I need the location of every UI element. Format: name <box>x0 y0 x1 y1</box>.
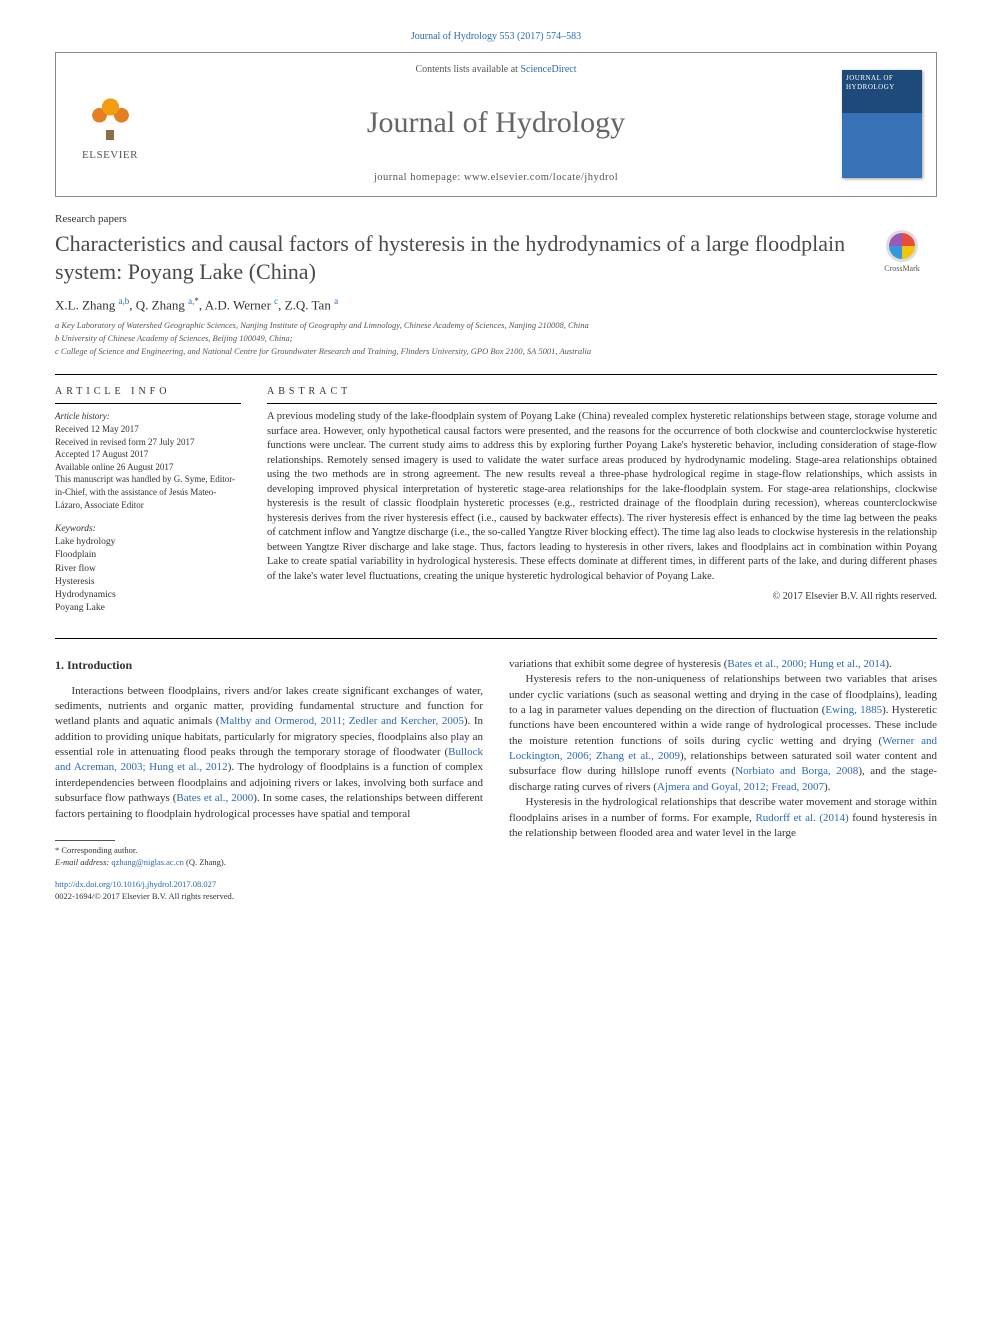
corresponding-author-footnote: * Corresponding author. E-mail address: … <box>55 845 483 869</box>
abstract-rule <box>267 403 937 404</box>
article-history: Article history: Received 12 May 2017 Re… <box>55 410 241 511</box>
abstract-heading: abstract <box>267 385 937 399</box>
crossmark-label: CrossMark <box>884 264 920 275</box>
journal-homepage-line: journal homepage: www.elsevier.com/locat… <box>174 171 818 185</box>
horizontal-rule-body <box>55 638 937 639</box>
elsevier-tree-icon <box>83 85 138 140</box>
running-head-citation: Journal of Hydrology 553 (2017) 574–583 <box>55 30 937 44</box>
corresponding-email-link[interactable]: qzhang@niglas.ac.cn <box>111 857 184 867</box>
affiliation-c: c College of Science and Engineering, an… <box>55 346 937 358</box>
journal-name: Journal of Hydrology <box>174 103 818 144</box>
intro-paragraph-1: Interactions between floodplains, rivers… <box>55 684 483 823</box>
publisher-logo-cell: ELSEVIER <box>56 53 164 196</box>
cover-thumbnail-cell: JOURNAL OF HYDROLOGY <box>828 53 936 196</box>
abstract-copyright: © 2017 Elsevier B.V. All rights reserved… <box>267 590 937 604</box>
info-rule <box>55 403 241 404</box>
intro-paragraph-2c: Hysteresis in the hydrological relations… <box>509 795 937 841</box>
publisher-name: ELSEVIER <box>82 148 138 163</box>
abstract-text: A previous modeling study of the lake-fl… <box>267 410 937 584</box>
journal-homepage-link[interactable]: www.elsevier.com/locate/jhydrol <box>464 172 618 183</box>
sciencedirect-link[interactable]: ScienceDirect <box>520 64 576 75</box>
crossmark-badge[interactable]: CrossMark <box>867 230 937 275</box>
affiliation-b: b University of Chinese Academy of Scien… <box>55 333 937 345</box>
intro-paragraph-2a: variations that exhibit some degree of h… <box>509 657 937 672</box>
article-info-heading: article info <box>55 385 241 399</box>
issn-copyright: 0022-1694/© 2017 Elsevier B.V. All right… <box>55 891 234 901</box>
keywords-list: Lake hydrology Floodplain River flow Hys… <box>55 536 241 616</box>
intro-paragraph-2b: Hysteresis refers to the non-uniqueness … <box>509 672 937 795</box>
body-columns: 1. Introduction Interactions between flo… <box>55 657 937 903</box>
article-info-column: article info Article history: Received 1… <box>55 385 241 616</box>
contents-available-line: Contents lists available at ScienceDirec… <box>174 63 818 77</box>
affiliation-a: a Key Laboratory of Watershed Geographic… <box>55 320 937 332</box>
article-title: Characteristics and causal factors of hy… <box>55 230 855 285</box>
affiliations: a Key Laboratory of Watershed Geographic… <box>55 320 937 358</box>
authors-list: X.L. Zhang a,b, Q. Zhang a,*, A.D. Werne… <box>55 295 937 314</box>
section-heading-introduction: 1. Introduction <box>55 657 483 674</box>
article-type: Research papers <box>55 212 937 227</box>
abstract-column: abstract A previous modeling study of th… <box>267 385 937 616</box>
horizontal-rule <box>55 374 937 375</box>
journal-cover-thumbnail: JOURNAL OF HYDROLOGY <box>842 70 922 178</box>
header-center: Contents lists available at ScienceDirec… <box>164 53 828 196</box>
doi-block: http://dx.doi.org/10.1016/j.jhydrol.2017… <box>55 879 483 903</box>
crossmark-icon <box>886 230 918 262</box>
body-column-right: variations that exhibit some degree of h… <box>509 657 937 903</box>
keywords-label: Keywords: <box>55 523 241 536</box>
body-column-left: 1. Introduction Interactions between flo… <box>55 657 483 903</box>
journal-header: ELSEVIER Contents lists available at Sci… <box>55 52 937 197</box>
footnote-separator <box>55 840 115 841</box>
doi-link[interactable]: http://dx.doi.org/10.1016/j.jhydrol.2017… <box>55 879 216 889</box>
